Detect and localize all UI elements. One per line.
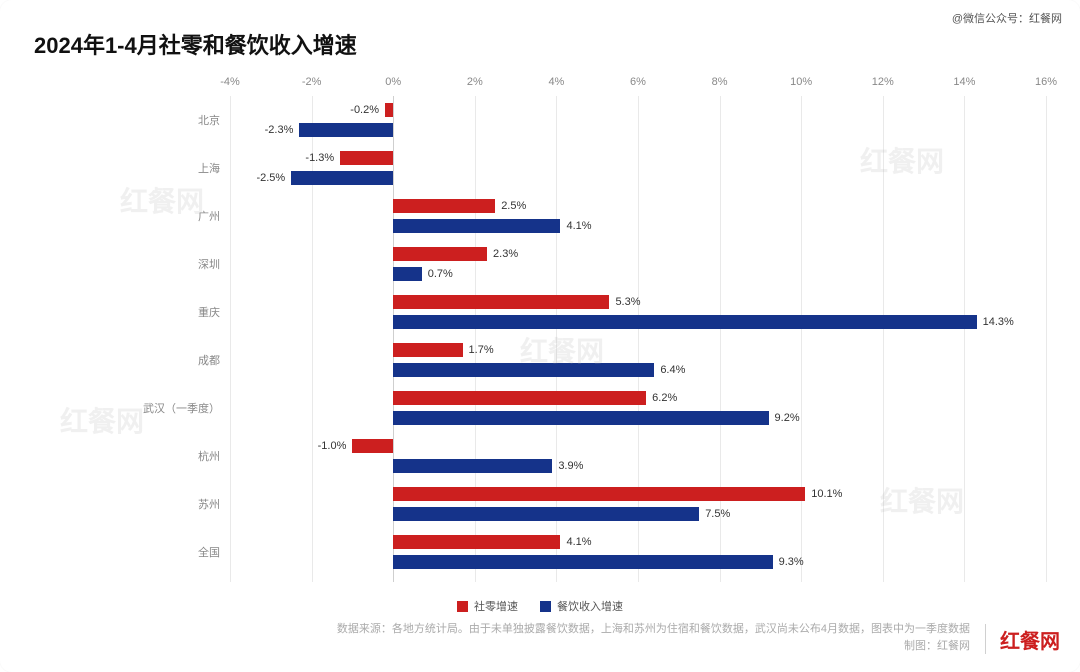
bar-catering [291, 171, 393, 185]
chart-row: 上海 -1.3% -2.5% [34, 144, 1046, 192]
category-label: 广州 [198, 208, 220, 224]
bar-catering [393, 507, 699, 521]
chart-plot: -4%-2%0%2%4%6%8%10%12%14%16% 北京-0.2%-2.3… [34, 72, 1046, 582]
bar-value-label: 3.9% [558, 460, 583, 472]
legend-swatch [457, 601, 468, 612]
bar-retail [340, 151, 393, 165]
x-tick-label: 4% [548, 76, 564, 88]
bar-value-label: -1.0% [318, 440, 347, 452]
bar-value-label: 5.3% [615, 296, 640, 308]
bar-catering [393, 555, 772, 569]
bar-catering [393, 219, 560, 233]
bar-value-label: -2.5% [256, 172, 285, 184]
category-label: 成都 [198, 352, 220, 368]
bar-catering [393, 411, 768, 425]
bar-retail [393, 391, 646, 405]
brand-divider [985, 624, 986, 654]
legend-swatch [540, 601, 551, 612]
bar-value-label: 10.1% [811, 488, 842, 500]
x-tick-label: -4% [220, 76, 240, 88]
bar-value-label: 14.3% [983, 316, 1014, 328]
legend-label: 餐饮收入增速 [557, 598, 623, 614]
gridline [1046, 96, 1047, 582]
category-label: 上海 [198, 160, 220, 176]
bar-value-label: 1.7% [469, 344, 494, 356]
bar-catering [393, 459, 552, 473]
chart-row: 全国 4.1% 9.3% [34, 528, 1046, 576]
bar-retail [393, 487, 805, 501]
bar-value-label: 2.3% [493, 248, 518, 260]
bar-retail [385, 103, 393, 117]
bar-value-label: 9.3% [779, 556, 804, 568]
chart-row: 深圳 2.3% 0.7% [34, 240, 1046, 288]
footer-source-line2: 制图：红餐网 [210, 638, 970, 655]
bar-value-label: 2.5% [501, 200, 526, 212]
x-axis: -4%-2%0%2%4%6%8%10%12%14%16% [34, 72, 1046, 96]
bar-value-label: -2.3% [265, 124, 294, 136]
x-tick-label: 8% [712, 76, 728, 88]
bar-value-label: 6.2% [652, 392, 677, 404]
bar-value-label: 7.5% [705, 508, 730, 520]
chart-row: 杭州 -1.0% 3.9% [34, 432, 1046, 480]
x-tick-label: 2% [467, 76, 483, 88]
bar-value-label: 0.7% [428, 268, 453, 280]
bar-retail [393, 343, 462, 357]
chart-title: 2024年1-4月社零和餐饮收入增速 [34, 28, 357, 60]
category-label: 北京 [198, 112, 220, 128]
bar-catering [393, 363, 654, 377]
x-tick-label: 14% [953, 76, 975, 88]
chart-row: 成都 1.7% 6.4% [34, 336, 1046, 384]
header-attribution: @微信公众号：红餐网 [952, 10, 1062, 26]
bar-value-label: 6.4% [660, 364, 685, 376]
brand-logo: 红餐网 [1000, 625, 1060, 654]
chart-row: 苏州 10.1% 7.5% [34, 480, 1046, 528]
bar-retail [393, 199, 495, 213]
bar-value-label: -0.2% [350, 104, 379, 116]
chart-row: 重庆 5.3% 14.3% [34, 288, 1046, 336]
bar-value-label: 4.1% [566, 220, 591, 232]
bar-catering [299, 123, 393, 137]
category-label: 武汉（一季度） [143, 400, 220, 416]
category-label: 重庆 [198, 304, 220, 320]
x-tick-label: 10% [790, 76, 812, 88]
footer-source-line1: 数据来源：各地方统计局。由于未单独披露餐饮数据，上海和苏州为住宿和餐饮数据，武汉… [210, 621, 970, 638]
category-label: 深圳 [198, 256, 220, 272]
legend-item-catering: 餐饮收入增速 [540, 598, 623, 614]
bar-value-label: -1.3% [305, 152, 334, 164]
bar-value-label: 9.2% [775, 412, 800, 424]
chart-page: @微信公众号：红餐网 2024年1-4月社零和餐饮收入增速 -4% -2% 0% 2%… [0, 0, 1080, 672]
bar-retail [393, 535, 560, 549]
bar-retail [352, 439, 393, 453]
category-label: 杭州 [198, 448, 220, 464]
category-label: 苏州 [198, 496, 220, 512]
chart-row: 北京 -0.2% -2.3% [34, 96, 1046, 144]
x-tick-label: 0% [385, 76, 401, 88]
chart-rows: 北京 -0.2% -2.3% 上海 -1.3% -2.5% 广州 2.5% 4.1% 深圳 2.3%… [34, 96, 1046, 582]
chart-row: 武汉（一季度） 6.2% 9.2% [34, 384, 1046, 432]
x-tick-label: 6% [630, 76, 646, 88]
chart-legend: 社零增速 餐饮收入增速 [0, 598, 1080, 614]
footer-source: 数据来源：各地方统计局。由于未单独披露餐饮数据，上海和苏州为住宿和餐饮数据，武汉… [210, 621, 970, 654]
bar-retail [393, 247, 487, 261]
x-tick-label: 16% [1035, 76, 1057, 88]
legend-item-retail: 社零增速 [457, 598, 518, 614]
bar-catering [393, 315, 976, 329]
bar-value-label: 4.1% [566, 536, 591, 548]
x-tick-label: -2% [302, 76, 322, 88]
chart-row: 广州 2.5% 4.1% [34, 192, 1046, 240]
legend-label: 社零增速 [474, 598, 518, 614]
category-label: 全国 [198, 544, 220, 560]
x-tick-label: 12% [872, 76, 894, 88]
bar-retail [393, 295, 609, 309]
bar-catering [393, 267, 422, 281]
